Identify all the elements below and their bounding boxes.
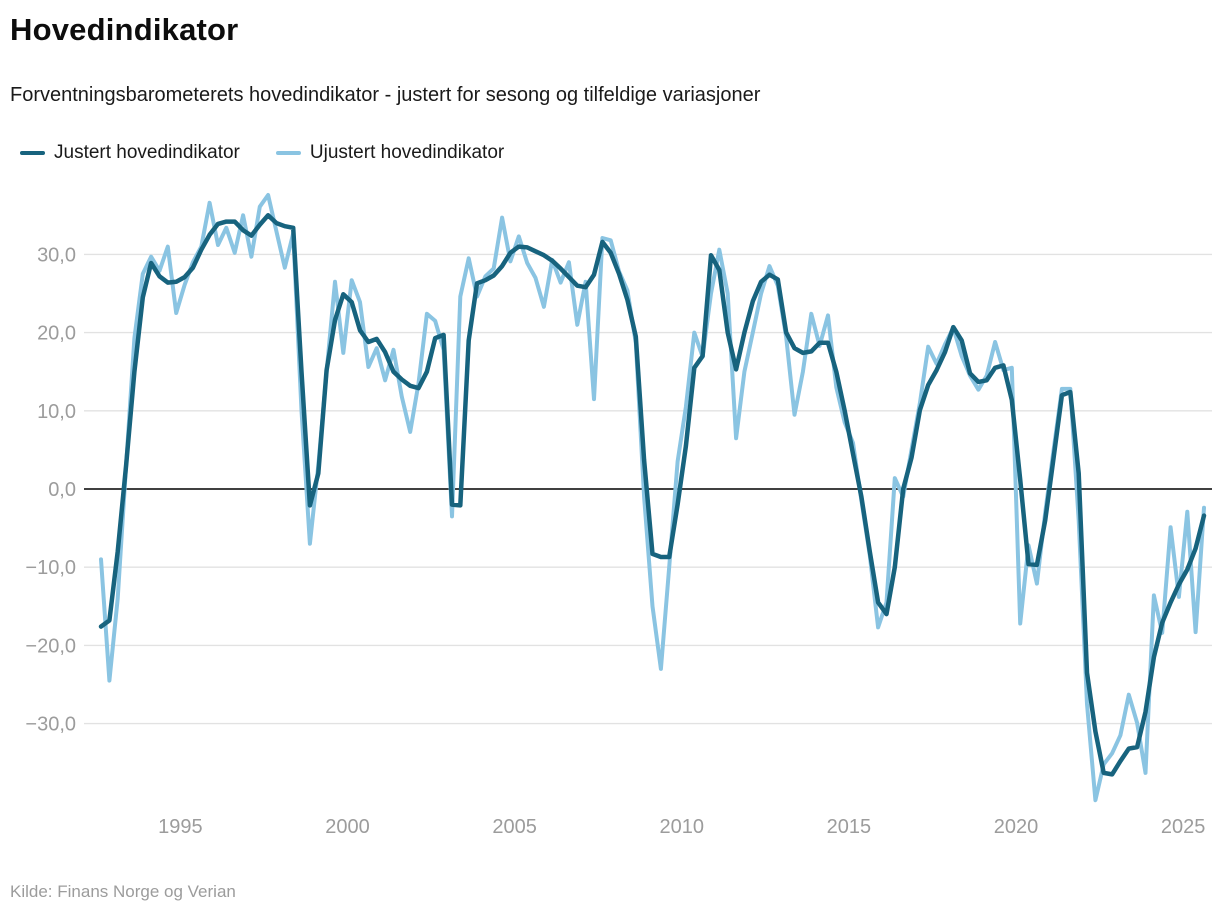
x-axis-tick-label: 2005 [492,816,537,838]
chart-subtitle: Forventningsbarometerets hovedindikator … [10,84,761,106]
y-axis-tick-label: 0,0 [48,479,76,501]
x-axis-tick-label: 2015 [827,816,872,838]
legend: Justert hovedindikator Ujustert hovedind… [20,142,504,164]
legend-swatch-justert-icon [20,151,45,155]
legend-label-ujustert: Ujustert hovedindikator [309,142,505,163]
y-axis-tick-label: −20,0 [25,635,76,657]
x-axis-tick-label: 2020 [994,816,1039,838]
legend-swatch-ujustert-icon [275,151,301,155]
series-line-ujustert[interactable] [99,193,1206,803]
x-axis-tick-label: 1995 [158,816,203,838]
y-axis-tick-label: −30,0 [25,714,76,736]
y-axis-tick-label: 10,0 [37,401,76,423]
legend-item-ujustert[interactable]: Ujustert hovedindikator [275,142,505,164]
x-axis-tick-label: 2025 [1161,816,1206,838]
page-title: Hovedindikator [10,12,239,47]
legend-item-justert[interactable]: Justert hovedindikator [20,142,240,164]
source-caption: Kilde: Finans Norge og Verian [10,882,236,901]
y-axis-tick-label: −10,0 [25,557,76,579]
series-line-justert[interactable] [98,213,1207,777]
legend-label-justert: Justert hovedindikator [54,142,240,163]
x-axis-tick-label: 2000 [325,816,370,838]
y-axis-tick-label: 20,0 [37,323,76,345]
y-axis-tick-label: 30,0 [37,244,76,266]
x-axis-tick-label: 2010 [659,816,704,838]
